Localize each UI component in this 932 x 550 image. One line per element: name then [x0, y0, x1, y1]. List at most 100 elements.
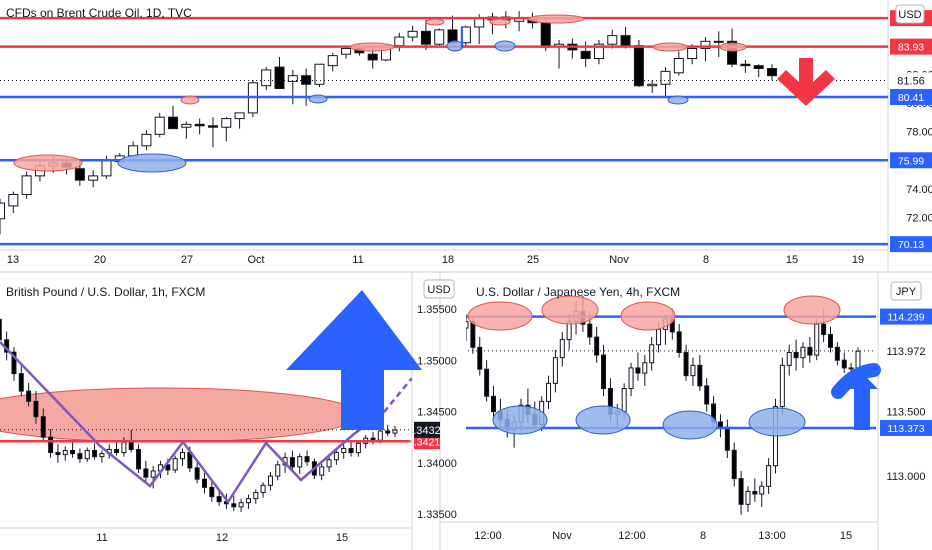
jpy-candle [676, 324, 682, 358]
gbp-candle-body [238, 502, 244, 508]
jpy-candle-body [786, 351, 792, 366]
jpy-support-ellipse [575, 405, 631, 435]
brent-candle [367, 48, 378, 69]
gbp-candle [194, 462, 200, 484]
gbp-currency-badge[interactable]: USD [423, 279, 455, 299]
brent-level-tag: 83.93 [890, 38, 932, 55]
brent-candle [660, 67, 671, 98]
gbp-candle-body [333, 452, 339, 461]
gbp-candle-body [180, 452, 185, 460]
brent-candle [314, 63, 325, 88]
jpy-candle-body [752, 490, 758, 495]
gbp-candle [55, 444, 61, 463]
gbp-candle-body [62, 449, 68, 456]
jpy-last-price-bg [880, 342, 932, 359]
brent-candle [420, 19, 431, 50]
gbp-resistance-ellipse [0, 387, 361, 443]
jpy-level-tag-label: 113.373 [887, 423, 924, 435]
jpy-candle-body [800, 346, 806, 359]
gbp-chart-title: British Pound / U.S. Dollar, 1h, FXCM [6, 285, 205, 299]
gbp-candle-body [0, 318, 2, 341]
brent-candle-body [327, 55, 338, 67]
gbp-candle-body [289, 457, 295, 468]
gbp-candle [297, 453, 303, 475]
brent-candle-body [420, 30, 431, 45]
jpy-resistance-ellipse [467, 301, 533, 331]
brent-x-tick-label: Nov [609, 254, 629, 266]
jpy-candle-body [601, 354, 607, 390]
gbp-candle [253, 489, 259, 504]
gbp-y-tick-label: 1.35000 [417, 355, 457, 367]
gbp-candle-body [326, 459, 332, 468]
brent-candle [394, 32, 405, 52]
brent-candle [713, 31, 724, 58]
gbp-candle [172, 455, 178, 474]
gbp-candle [304, 450, 310, 466]
brent-candle [620, 27, 631, 49]
jpy-candle [827, 326, 833, 353]
gbp-candle-body [48, 436, 54, 454]
jpy-candle-body [704, 385, 710, 405]
brent-candle [434, 28, 445, 46]
brent-candle-body [593, 43, 604, 60]
jpy-candle [766, 457, 772, 495]
gbp-candle-body [143, 468, 149, 478]
jpy-candle [649, 337, 655, 371]
brent-candle [593, 39, 604, 65]
jpy-candle [484, 360, 490, 402]
gbp-candle-body [165, 464, 171, 471]
brent-candle-body [474, 17, 485, 28]
brent-level-tag-bg [890, 152, 932, 169]
jpy-candle-body [552, 357, 558, 384]
jpy-candle [552, 349, 558, 393]
jpy-currency-badge[interactable]: JPY [890, 281, 922, 301]
gbp-candle [143, 460, 149, 484]
jpy-candle [717, 414, 723, 438]
gbp-candle-body [55, 452, 61, 456]
jpy-candle-body [855, 350, 861, 369]
brent-candle [168, 105, 179, 130]
brent-resistance-ellipse [180, 95, 200, 105]
jpy-chart-title: U.S. Dollar / Japanese Yen, 4h, FXCM [476, 285, 680, 299]
gbp-candle [355, 440, 361, 457]
gbp-candle [392, 425, 398, 438]
brent-candle-body [0, 202, 5, 220]
brent-support-ellipse [667, 95, 689, 105]
brent-support-ellipse [308, 94, 328, 104]
gbp-candle [40, 408, 46, 443]
jpy-candle [759, 481, 765, 507]
jpy-candle [800, 342, 806, 368]
jpy-candle-body [841, 359, 847, 369]
brent-candle [580, 41, 591, 68]
brent-candle-body [647, 83, 658, 87]
gbp-candle [260, 482, 266, 498]
brent-candle [221, 117, 232, 142]
gbp-candle [267, 472, 273, 491]
brent-candle [700, 37, 711, 62]
gbp-candle [84, 447, 90, 462]
gbp-last-price-label: 1.34322 [407, 425, 447, 437]
brent-candle-body [434, 29, 445, 45]
jpy-x-tick-label: 8 [700, 530, 706, 542]
brent-candle-body [633, 45, 644, 87]
brent-candle [234, 112, 245, 129]
jpy-candle-body [717, 421, 723, 428]
brent-candle-body [713, 40, 724, 43]
jpy-candle-body [759, 485, 765, 495]
gbp-candle-body [370, 437, 376, 441]
gbp-panel: British Pound / U.S. Dollar, 1h, FXCM 1.… [0, 279, 457, 544]
brent-level-tag-label: 80.41 [898, 92, 924, 104]
jpy-support-ellipse [748, 407, 806, 437]
gbp-candle-body [392, 429, 398, 434]
jpy-last-price-tag: 113.972 [880, 342, 932, 359]
gbp-candle [70, 442, 76, 458]
big-blue-up-arrow-icon [286, 290, 422, 430]
jpy-blue-up-arrow-icon [846, 373, 878, 430]
gbp-candle [26, 382, 32, 407]
jpy-candle [834, 342, 840, 366]
gbp-candle-body [385, 430, 391, 434]
brent-level-tag-label: 70.13 [898, 239, 924, 251]
brent-support-ellipse [117, 153, 187, 173]
brent-currency-badge[interactable]: USD [895, 4, 925, 24]
